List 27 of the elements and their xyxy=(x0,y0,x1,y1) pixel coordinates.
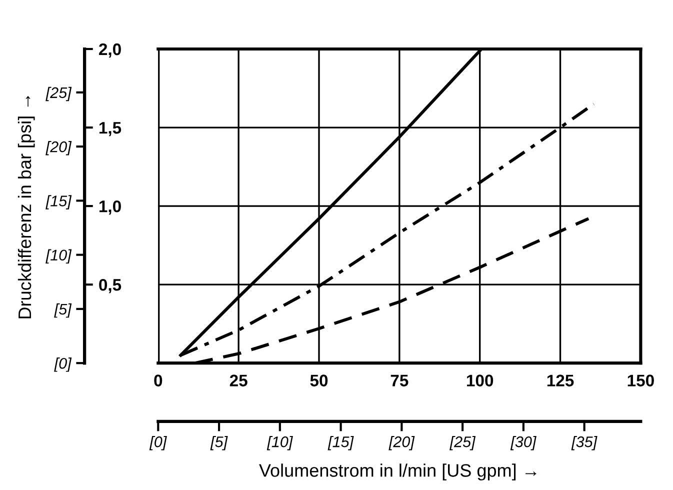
x2-tick-label: [0] xyxy=(149,436,167,450)
x-tick-label: 150 xyxy=(628,374,654,386)
y2-tick-label: [20] xyxy=(46,141,72,156)
y-tick-label: 0,5 xyxy=(99,278,122,294)
x-tick-label: 125 xyxy=(547,374,574,386)
y2-tick-label: [5] xyxy=(54,303,72,318)
y2-tick-label: [15] xyxy=(46,195,72,210)
x-tick-label: 100 xyxy=(466,374,494,386)
y-tick-label: 2,0 xyxy=(99,43,121,58)
y2-tick-label: [10] xyxy=(46,249,72,264)
x-tick-label: 75 xyxy=(390,374,408,386)
x2-tick-label: [10] xyxy=(266,436,293,450)
x2-tick-label: [20] xyxy=(388,436,415,450)
x-tick-label: 25 xyxy=(230,374,248,386)
x2-tick-label: [35] xyxy=(571,436,598,450)
x-tick-label: 0 xyxy=(154,374,162,386)
y2-axis-title: Druckdifferenz in bar [psi] → xyxy=(18,96,35,318)
x2-tick-label: [25] xyxy=(450,436,476,450)
x2-tick-label: [5] xyxy=(210,436,228,450)
x-tick-label: 50 xyxy=(310,374,328,386)
y2-tick-label: [0] xyxy=(54,358,72,372)
y-tick-label: 1,0 xyxy=(99,200,121,215)
x-axis-title: Volumenstrom in l/min [US gpm] → xyxy=(259,464,536,480)
y-tick-label: 1,5 xyxy=(99,122,122,136)
y2-tick-label: [25] xyxy=(46,86,72,102)
x2-tick-label: [15] xyxy=(328,436,354,450)
x2-tick-label: [30] xyxy=(510,436,536,450)
